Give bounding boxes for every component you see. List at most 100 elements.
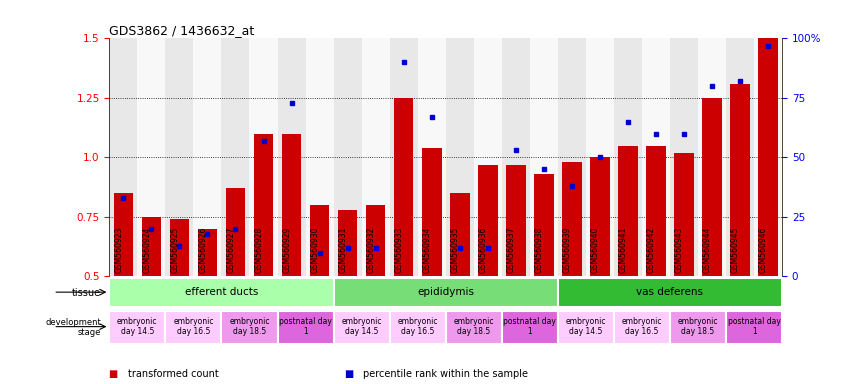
Text: embryonic
day 14.5: embryonic day 14.5 (341, 317, 382, 336)
Bar (278, 38, 305, 276)
Bar (674, 153, 694, 276)
Bar (109, 311, 166, 344)
Bar (558, 311, 614, 344)
Text: postnatal day
1: postnatal day 1 (727, 317, 780, 336)
Bar (450, 193, 469, 276)
Bar (225, 189, 246, 276)
Bar (193, 38, 221, 276)
Bar (754, 38, 782, 276)
Bar (618, 146, 637, 276)
Text: GSM560939: GSM560939 (563, 227, 572, 273)
Bar (278, 311, 334, 344)
Text: GSM560927: GSM560927 (226, 227, 235, 273)
Text: GSM560929: GSM560929 (283, 227, 292, 273)
Bar (282, 134, 301, 276)
Text: GSM560931: GSM560931 (339, 227, 347, 273)
Bar (562, 162, 582, 276)
Text: GSM560935: GSM560935 (451, 227, 460, 273)
Text: embryonic
day 18.5: embryonic day 18.5 (678, 317, 718, 336)
Bar (558, 38, 586, 276)
Text: embryonic
day 16.5: embryonic day 16.5 (173, 317, 214, 336)
Text: percentile rank within the sample: percentile rank within the sample (363, 369, 528, 379)
Bar (726, 311, 782, 344)
Bar (362, 38, 389, 276)
Text: GSM560941: GSM560941 (619, 227, 628, 273)
Text: GDS3862 / 1436632_at: GDS3862 / 1436632_at (109, 24, 255, 37)
Bar (730, 84, 750, 276)
Bar (502, 311, 558, 344)
Bar (254, 134, 273, 276)
Bar (642, 38, 670, 276)
Bar (141, 217, 161, 276)
Text: GSM560946: GSM560946 (759, 227, 768, 273)
Bar (250, 38, 278, 276)
Text: postnatal day
1: postnatal day 1 (279, 317, 332, 336)
Bar (759, 38, 778, 276)
Bar (614, 311, 670, 344)
Text: embryonic
day 14.5: embryonic day 14.5 (566, 317, 606, 336)
Bar (170, 219, 189, 276)
Text: GSM560937: GSM560937 (507, 227, 516, 273)
Bar (502, 38, 530, 276)
Bar (389, 311, 446, 344)
Bar (646, 146, 666, 276)
Text: ■: ■ (345, 369, 357, 379)
Bar (394, 98, 414, 276)
Bar (166, 311, 221, 344)
Bar (334, 311, 389, 344)
Bar (726, 38, 754, 276)
Text: GSM560925: GSM560925 (171, 227, 179, 273)
Bar (670, 38, 698, 276)
Bar (309, 205, 330, 276)
Bar (221, 38, 250, 276)
Text: embryonic
day 18.5: embryonic day 18.5 (230, 317, 270, 336)
Text: GSM560928: GSM560928 (255, 227, 263, 273)
Text: epididymis: epididymis (417, 287, 474, 297)
Bar (530, 38, 558, 276)
Text: embryonic
day 16.5: embryonic day 16.5 (398, 317, 438, 336)
Text: efferent ducts: efferent ducts (185, 287, 258, 297)
Bar (534, 174, 553, 276)
Bar (586, 38, 614, 276)
Bar (422, 148, 442, 276)
Text: GSM560943: GSM560943 (675, 227, 684, 273)
Text: GSM560933: GSM560933 (394, 227, 404, 273)
Bar (446, 311, 502, 344)
Bar (366, 205, 385, 276)
Bar (166, 38, 193, 276)
Text: GSM560936: GSM560936 (479, 227, 488, 273)
Text: tissue: tissue (71, 288, 101, 298)
Bar (478, 165, 498, 276)
Text: transformed count: transformed count (128, 369, 219, 379)
Bar (137, 38, 166, 276)
Text: GSM560923: GSM560923 (114, 227, 124, 273)
Text: GSM560938: GSM560938 (535, 227, 544, 273)
Bar (418, 38, 446, 276)
Bar (702, 98, 722, 276)
Text: GSM560932: GSM560932 (367, 227, 376, 273)
Bar (109, 38, 137, 276)
Text: embryonic
day 18.5: embryonic day 18.5 (453, 317, 494, 336)
Bar (338, 210, 357, 276)
Text: GSM560934: GSM560934 (423, 227, 431, 273)
Bar (198, 229, 217, 276)
Bar (114, 193, 133, 276)
Bar (558, 278, 782, 308)
Text: embryonic
day 14.5: embryonic day 14.5 (117, 317, 157, 336)
Bar (506, 165, 526, 276)
Text: GSM560945: GSM560945 (731, 227, 740, 273)
Text: GSM560944: GSM560944 (703, 227, 712, 273)
Bar (221, 311, 278, 344)
Text: GSM560942: GSM560942 (647, 227, 656, 273)
Text: GSM560924: GSM560924 (142, 227, 151, 273)
Text: embryonic
day 16.5: embryonic day 16.5 (621, 317, 662, 336)
Bar (389, 38, 418, 276)
Bar (334, 38, 362, 276)
Bar (109, 278, 334, 308)
Bar (334, 278, 558, 308)
Text: GSM560926: GSM560926 (198, 227, 208, 273)
Bar (305, 38, 334, 276)
Text: development
stage: development stage (45, 318, 101, 337)
Bar (614, 38, 642, 276)
Bar (446, 38, 473, 276)
